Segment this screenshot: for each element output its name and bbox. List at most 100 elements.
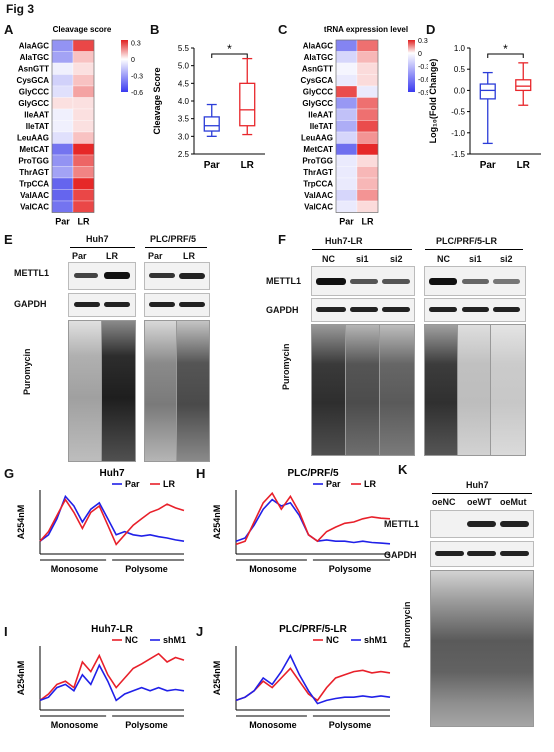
- lane-label: si1: [356, 254, 369, 264]
- region-label-monosome: Monosome: [249, 720, 297, 730]
- heatmap-cell: [356, 108, 379, 121]
- boxplot-fold-change: -1.5 -1.0 -0.5 0.0 0.5 1.0 Log₁₀(Fold Change) P…: [428, 42, 541, 171]
- heatmap-cell: [356, 51, 379, 64]
- colorbar-tick-label: 0.3: [418, 38, 428, 45]
- y-tick-label: -1.0: [451, 129, 465, 138]
- y-tick-label: 3.5: [178, 115, 190, 124]
- heatmap-cell: [335, 131, 358, 144]
- puromycin-lane: [176, 320, 210, 462]
- group-label-huh7: Huh7: [86, 234, 109, 244]
- y-axis-label: A254nM: [16, 661, 26, 696]
- puromycin-lane: [430, 570, 534, 727]
- puromycin-lane: [68, 320, 102, 462]
- profile-title: Huh7: [100, 468, 125, 479]
- heatmap-row-label: TrpCCA: [303, 180, 333, 189]
- heatmap-col-label: Par: [55, 217, 70, 226]
- colorbar-tick-label: 0.3: [131, 41, 141, 48]
- lane-label: LR: [183, 251, 195, 261]
- heatmap-cell: [356, 39, 379, 52]
- heatmap-cell: [51, 131, 74, 144]
- blot-band-panel: [424, 266, 526, 296]
- heatmap-cell: [51, 166, 74, 179]
- lane-label: oeNC: [432, 497, 456, 507]
- profile-line: [39, 498, 185, 546]
- region-label-polysome: Polysome: [125, 720, 168, 730]
- panel-label-d: D: [426, 22, 436, 37]
- profile-title: Huh7-LR: [91, 624, 133, 635]
- blot-band-panel: [68, 262, 136, 290]
- heatmap-cell: [356, 177, 379, 190]
- heatmap-cell: [72, 154, 95, 167]
- polysome-profile-i: Huh7-LR A254nM NC shM1 Monosome Polysome: [16, 624, 186, 730]
- heatmap-col-label: LR: [362, 217, 374, 226]
- heatmap-cell: [335, 120, 358, 133]
- colorbar-tick-label: 0: [418, 51, 422, 58]
- lane-label: si1: [469, 254, 482, 264]
- heatmap-col-label: Par: [339, 217, 354, 226]
- legend-label: LR: [364, 479, 376, 489]
- heatmap-row-label: AlaTGC: [20, 53, 50, 62]
- heatmap-cell: [356, 200, 379, 213]
- heatmap-cell: [335, 51, 358, 64]
- lane-label: oeWT: [467, 497, 492, 507]
- heatmap-cell: [356, 62, 379, 75]
- heatmap-row-label: CysGCA: [17, 76, 50, 85]
- heatmap-cell: [51, 97, 74, 110]
- y-tick-label: 0.5: [454, 65, 466, 74]
- heatmap-cell: [356, 143, 379, 156]
- significance-mark: *: [227, 42, 232, 56]
- blot-band-panel: [68, 293, 136, 317]
- blot-band-panel: [424, 298, 526, 322]
- heatmap-row-label: AlaAGC: [303, 42, 333, 51]
- polysome-profile-g: Huh7 A254nM Par LR Monosome Polysome: [16, 468, 185, 574]
- heatmap-cell: [51, 189, 74, 202]
- region-label-polysome: Polysome: [329, 564, 372, 574]
- heatmap-cell: [51, 74, 74, 87]
- heatmap-row-label: IleAAT: [308, 111, 333, 120]
- heatmap-trna-expression: tRNA expression level AlaAGC AlaTGC AsnGTT C…: [301, 25, 428, 226]
- lane-label: NC: [437, 254, 450, 264]
- heatmap-cell: [335, 200, 358, 213]
- colorbar-tick-label: -0.6: [418, 77, 428, 84]
- row-label-gapdh: GAPDH: [266, 305, 299, 315]
- y-tick-label: 4.0: [178, 97, 190, 106]
- x-tick-label: LR: [517, 160, 531, 171]
- heatmap-row-label: ProTGG: [302, 157, 333, 166]
- colorbar-tick-label: -0.6: [131, 90, 143, 97]
- legend-label: Par: [326, 479, 341, 489]
- polysome-profile-j: PLC/PRF/5-LR A254nM NC shM1 Monosome Polysome: [212, 624, 391, 730]
- heatmap-cell: [335, 97, 358, 110]
- heatmap-row-label: ValCAC: [304, 203, 333, 212]
- profile-line: [39, 652, 185, 702]
- puromycin-lane: [311, 324, 347, 456]
- heatmap-row-label: GlyGCC: [302, 99, 333, 108]
- colorbar: [121, 40, 128, 92]
- y-tick-label: 4.5: [178, 79, 190, 88]
- heatmap-row-label: TrpCCA: [19, 180, 49, 189]
- heatmap-row-label: ValAAC: [20, 191, 49, 200]
- legend-label: shM1: [163, 635, 186, 645]
- heatmap-cell: [72, 131, 95, 144]
- heatmap-row-label: AlaAGC: [19, 42, 49, 51]
- heatmap-cell: [335, 166, 358, 179]
- heatmap-row-label: ThrAGT: [19, 168, 49, 177]
- blot-band-panel: [144, 262, 210, 290]
- heatmap-row-label: MetCAT: [19, 145, 49, 154]
- colorbar-tick-label: -0.9: [418, 90, 428, 97]
- region-label-monosome: Monosome: [249, 564, 297, 574]
- x-tick-label: Par: [480, 160, 496, 171]
- heatmap-cell: [51, 85, 74, 98]
- heatmap-row-label: LeuAAG: [301, 134, 333, 143]
- heatmap-cell: [356, 85, 379, 98]
- heatmap-cell: [356, 131, 379, 144]
- y-tick-label: 2.5: [178, 150, 190, 159]
- group-label-plc-lr: PLC/PRF/5-LR: [436, 236, 498, 246]
- panel-label-k: K: [398, 462, 408, 477]
- heatmap-row-label: IleTAT: [26, 122, 49, 131]
- heatmap-cell: [335, 85, 358, 98]
- profile-line: [39, 663, 185, 702]
- heatmap-cell: [51, 120, 74, 133]
- puromycin-lane: [457, 324, 492, 456]
- colorbar-tick-label: -0.3: [418, 64, 428, 71]
- row-label-mettl1: METTL1: [14, 268, 49, 278]
